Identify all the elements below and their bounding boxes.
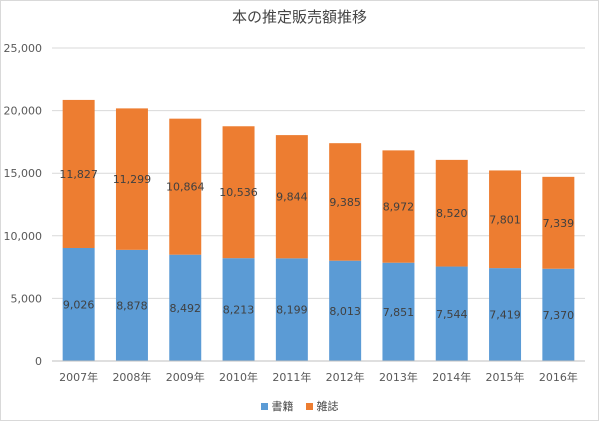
bar-books [329,260,362,361]
bar-magazines [275,135,308,259]
data-label-magazines: 11,827 [59,168,98,181]
data-label-magazines: 11,299 [113,173,152,186]
data-label-books: 7,370 [543,309,575,322]
data-label-books: 9,026 [63,298,95,311]
bar-books [542,268,575,361]
legend-label-magazines: 雑誌 [316,400,339,413]
legend-swatch-books [260,402,268,410]
data-label-books: 7,851 [383,306,415,319]
x-tick-label: 2009年 [166,370,205,384]
bar-magazines [115,108,148,250]
bar-magazines [435,159,468,267]
data-label-magazines: 8,520 [436,207,468,220]
x-tick-label: 2008年 [112,370,151,384]
bar-magazines [329,143,362,261]
bar-magazines [222,126,255,259]
bar-books [489,268,522,361]
bar-magazines [489,170,522,269]
bar-books [435,266,468,361]
x-tick-label: 2014年 [432,370,471,384]
legend-swatch-magazines [305,402,313,410]
data-label-magazines: 10,864 [166,181,205,194]
y-tick-label: 25,000 [4,42,43,55]
y-tick-label: 5,000 [11,292,43,305]
bar-books [62,247,95,361]
legend-label-books: 書籍 [271,400,294,413]
x-tick-label: 2007年 [59,370,98,384]
data-label-books: 8,878 [116,299,148,312]
data-label-magazines: 9,385 [329,196,361,209]
x-tick-label: 2016年 [539,370,578,384]
bar-magazines [542,176,575,269]
data-label-magazines: 9,844 [276,191,308,204]
legend-item-magazines: 雑誌 [305,398,339,414]
data-label-books: 7,544 [436,308,468,321]
data-label-books: 7,419 [489,309,521,322]
bar-magazines [62,99,95,248]
y-tick-label: 10,000 [4,230,43,243]
x-tick-label: 2010年 [219,370,258,384]
legend: 書籍 雑誌 [0,398,599,414]
data-label-magazines: 10,536 [219,186,258,199]
bar-books [275,258,308,361]
bar-magazines [169,118,202,255]
data-label-books: 8,492 [170,302,202,315]
x-tick-label: 2013年 [379,370,418,384]
bar-books [222,258,255,361]
data-label-books: 8,213 [223,304,255,317]
x-tick-label: 2015年 [486,370,525,384]
bar-books [169,254,202,361]
bar-books [115,249,148,361]
y-tick-label: 15,000 [4,167,43,180]
x-tick-label: 2012年 [326,370,365,384]
data-label-books: 8,199 [276,304,308,317]
data-label-magazines: 7,339 [543,217,575,230]
y-tick-label: 0 [35,355,42,368]
y-tick-label: 20,000 [4,105,43,118]
data-label-books: 8,013 [329,305,361,318]
x-tick-label: 2011年 [272,370,311,384]
chart-title: 本の推定販売額推移 [231,8,367,26]
legend-item-books: 書籍 [260,398,294,414]
data-label-magazines: 7,801 [489,213,521,226]
data-label-magazines: 8,972 [383,201,415,214]
bar-books [382,262,415,361]
bar-magazines [382,150,415,263]
